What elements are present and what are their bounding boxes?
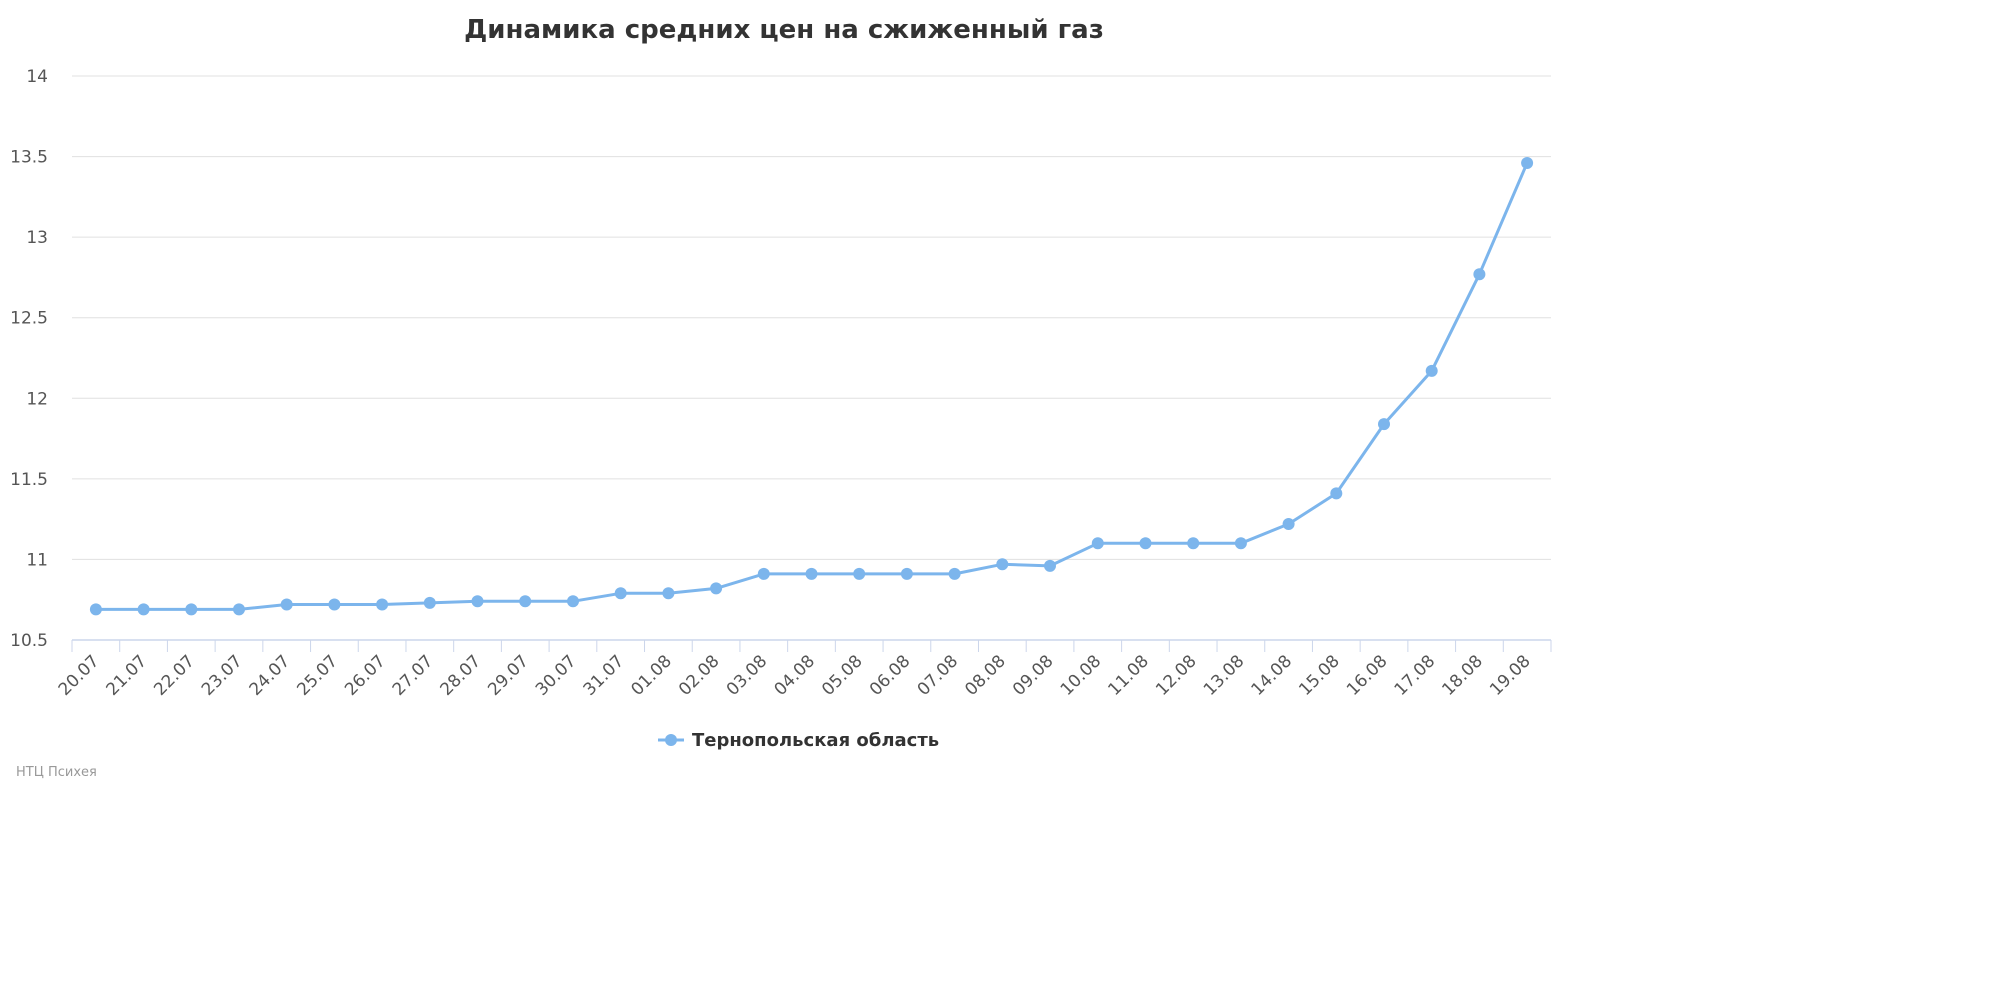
data-point[interactable] [519,595,532,608]
x-tick-label: 22.07 [150,651,199,700]
y-tick-label: 12 [26,389,48,409]
x-tick-label: 09.08 [1009,651,1058,700]
data-point[interactable] [1282,518,1295,530]
x-tick-label: 20.07 [55,651,104,700]
legend-dot-marker [665,734,677,746]
x-tick-label: 28.07 [437,651,486,700]
y-tick-label: 11.5 [10,470,48,490]
data-point[interactable] [1425,364,1438,377]
x-tick-label: 10.08 [1057,651,1106,700]
data-point[interactable] [710,582,723,595]
x-tick-label: 06.08 [866,651,915,700]
data-point[interactable] [853,567,866,580]
data-point[interactable] [757,567,770,580]
data-point[interactable] [1187,537,1200,550]
data-point[interactable] [423,596,436,609]
x-tick-label: 24.07 [246,651,295,700]
x-tick-label: 11.08 [1104,651,1153,700]
data-point[interactable] [471,595,484,608]
y-tick-label: 11 [26,550,48,570]
data-point[interactable] [89,603,102,616]
data-point[interactable] [1091,537,1104,550]
data-point[interactable] [614,587,627,600]
data-point[interactable] [567,595,579,608]
data-point[interactable] [805,567,818,580]
x-tick-label: 18.08 [1438,651,1487,700]
line-chart: Динамика средних цен на сжиженный газ 10… [10,15,1552,780]
x-axis: 20.07 21.07 22.07 23.07 24.07 25.07 26.07 27.07… [55,639,1552,700]
series-line [95,162,1529,611]
legend[interactable]: Тернопольская область [658,730,939,751]
x-tick-label: 26.07 [341,651,390,700]
x-tick-label: 07.08 [914,651,963,700]
data-point[interactable] [185,603,198,616]
x-tick-label: 23.07 [198,651,247,700]
credit-text[interactable]: НТЦ Психея [16,765,97,780]
x-tick-label: 12.08 [1152,651,1201,700]
x-tick-label: 08.08 [961,651,1010,700]
x-tick-label: 27.07 [389,651,438,700]
legend-label: Тернопольская область [692,730,939,751]
data-point[interactable] [900,567,913,580]
x-tick-label: 21.07 [103,651,152,700]
x-tick-label: 31.07 [580,651,629,700]
data-point[interactable] [328,598,341,611]
data-point[interactable] [948,567,961,580]
x-tick-label: 01.08 [627,651,676,700]
chart-title: Динамика средних цен на сжиженный газ [464,15,1104,45]
y-tick-label: 13 [26,228,48,248]
y-tick-label: 12.5 [10,309,48,329]
x-tick-label: 30.07 [532,651,581,700]
data-point[interactable] [996,558,1009,571]
x-tick-label: 17.08 [1391,651,1440,700]
x-tick-label: 25.07 [293,651,342,700]
x-tick-label: 16.08 [1343,651,1392,700]
y-axis-ticks: 10.5 11 11.5 12 12.5 13 13.5 14 [10,67,48,651]
series-ternopol [89,157,1534,616]
x-tick-label: 05.08 [818,651,867,700]
x-tick-label: 15.08 [1295,651,1344,700]
data-point[interactable] [137,603,150,616]
data-point[interactable] [1044,559,1056,572]
y-tick-label: 14 [26,67,48,87]
x-tick-label: 19.08 [1486,651,1535,700]
y-tick-label: 10.5 [10,631,48,651]
x-tick-label: 29.07 [484,651,533,700]
data-point[interactable] [1521,157,1534,169]
data-point[interactable] [1330,487,1343,500]
data-point[interactable] [662,587,675,600]
x-tick-label: 04.08 [770,651,819,700]
x-tick-label: 14.08 [1248,651,1297,700]
data-point[interactable] [233,603,245,616]
y-tick-label: 13.5 [10,148,48,168]
x-tick-label: 02.08 [675,651,724,700]
data-point[interactable] [1234,537,1247,550]
gridlines [72,75,1551,560]
data-point[interactable] [1139,537,1152,550]
data-point[interactable] [280,598,293,611]
data-point[interactable] [1473,268,1486,281]
x-tick-label: 03.08 [723,651,772,700]
data-point[interactable] [376,598,389,611]
x-tick-label: 13.08 [1200,651,1249,700]
data-point[interactable] [1378,418,1390,431]
